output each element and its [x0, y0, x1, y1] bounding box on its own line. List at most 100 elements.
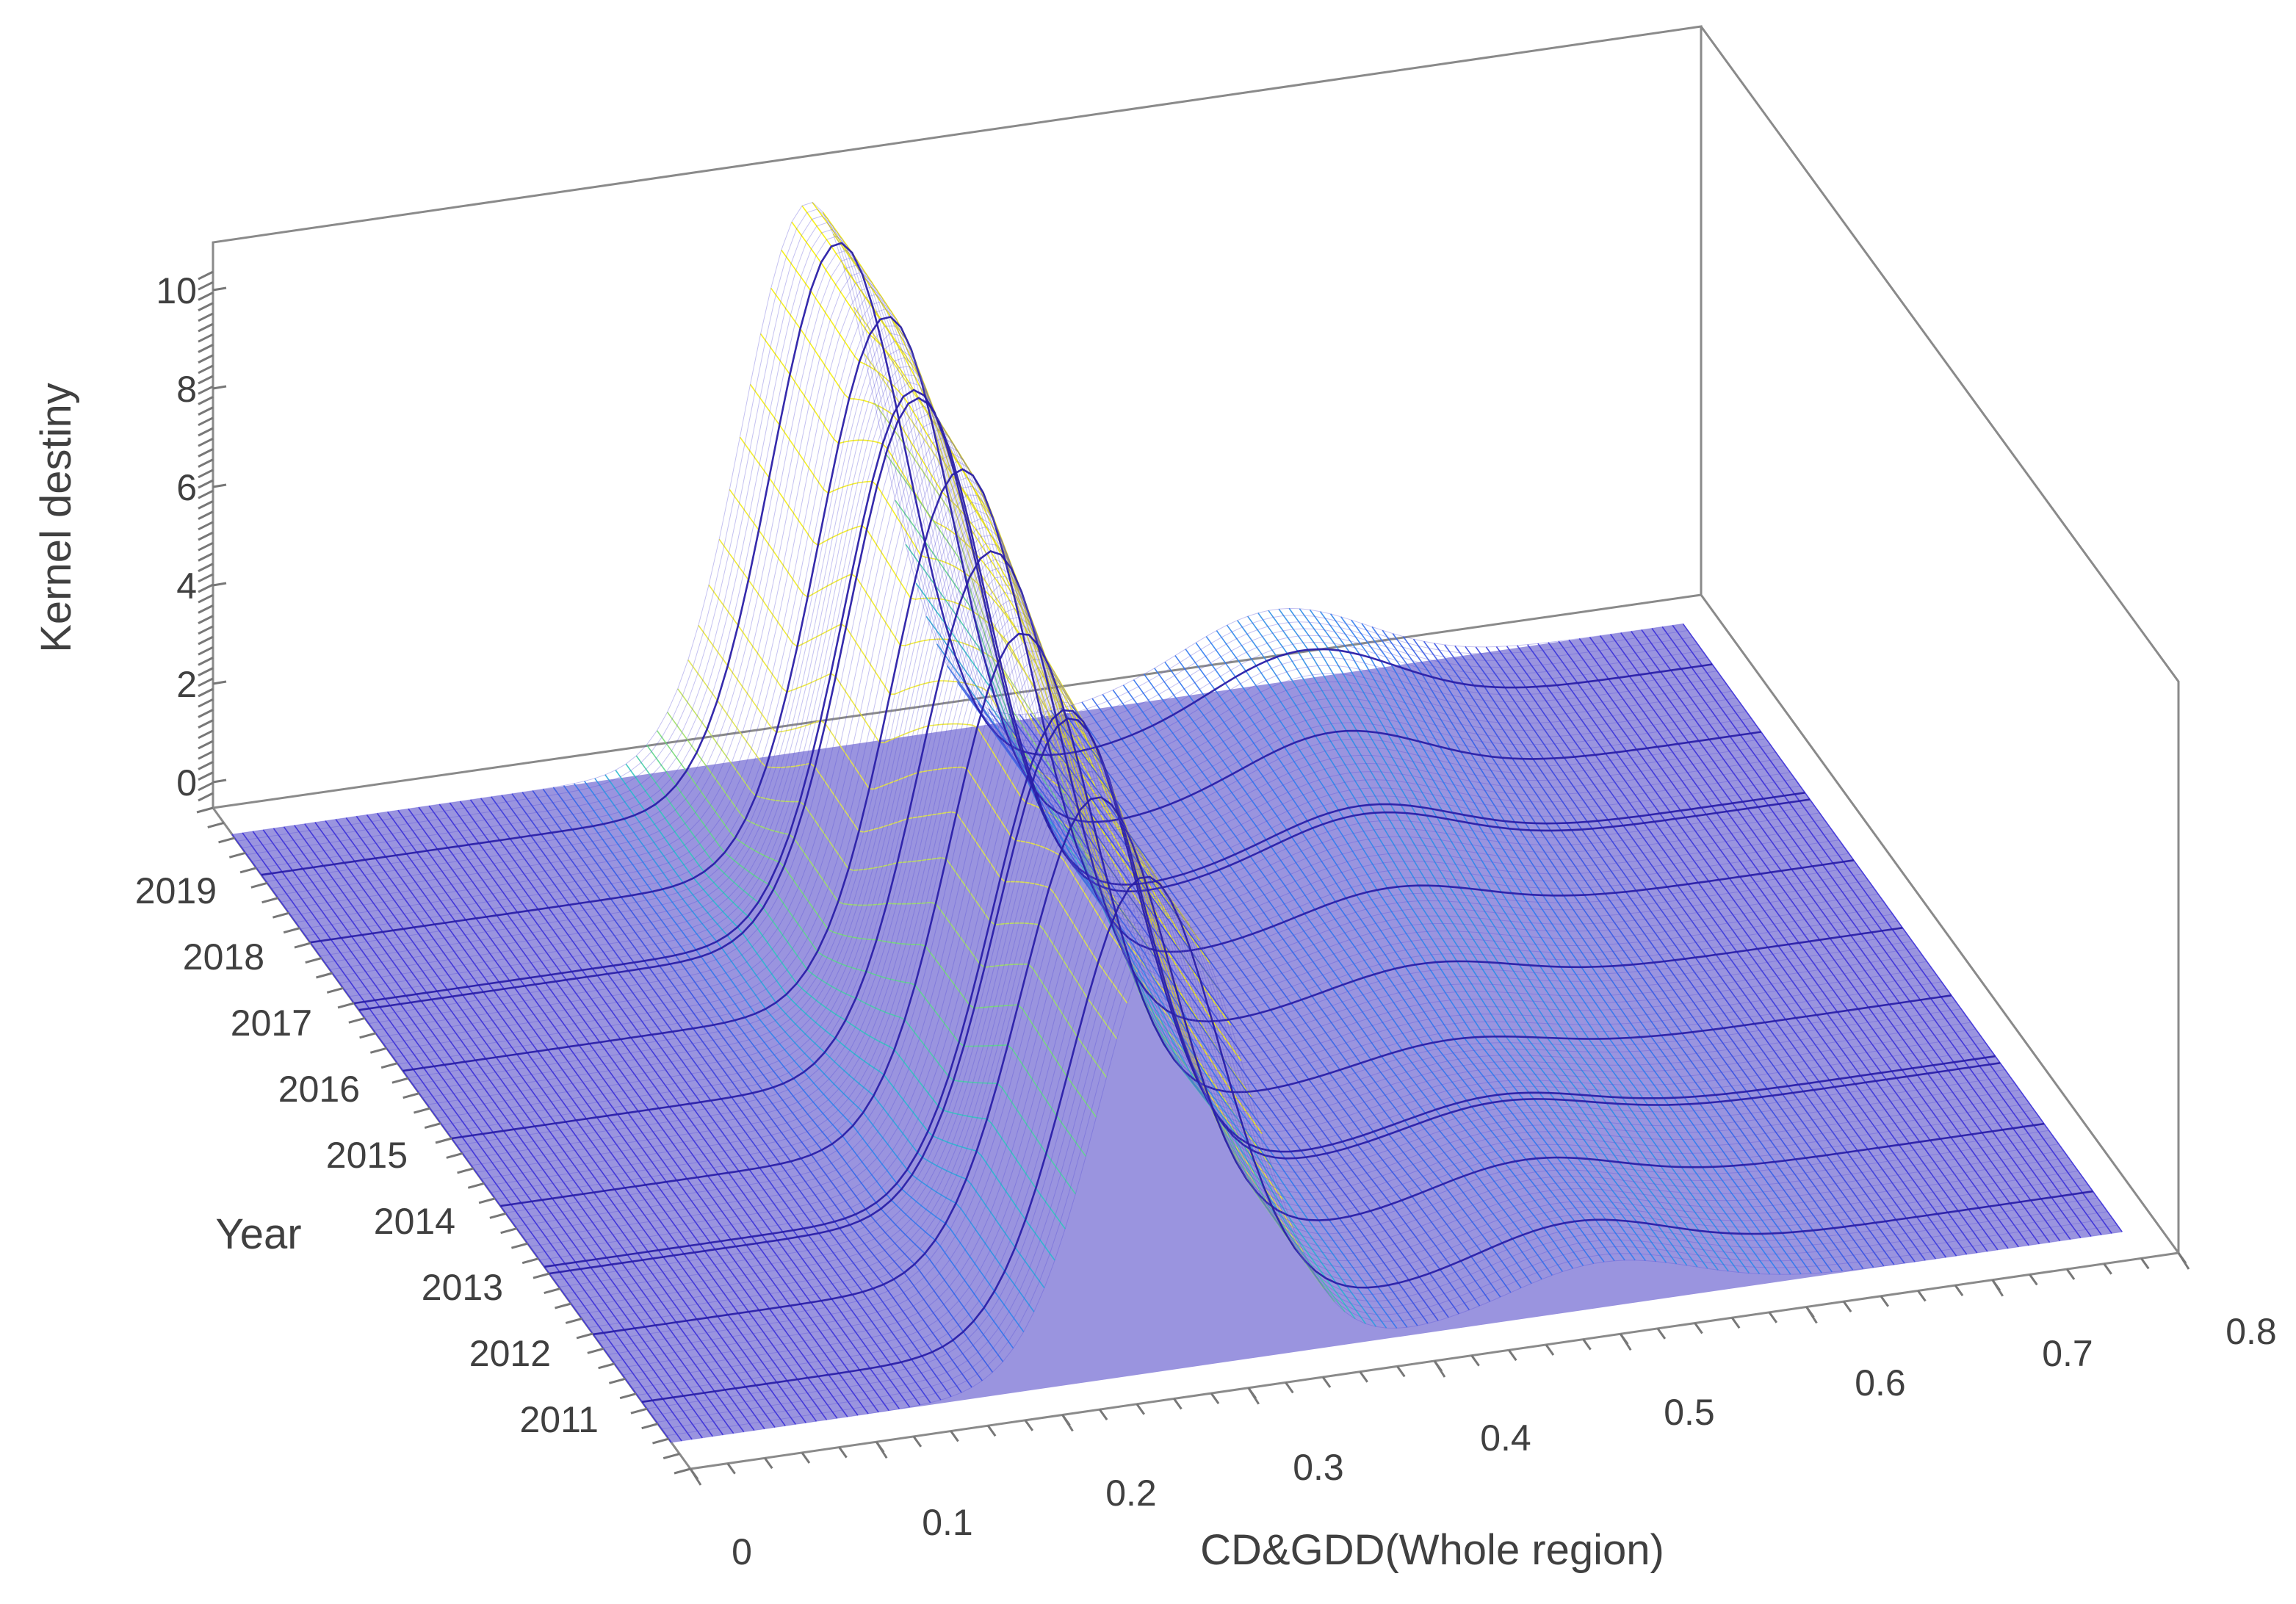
year-minor-tick [305, 957, 322, 964]
mesh-line [578, 770, 2030, 1315]
z-minor-tick [198, 729, 214, 740]
x-minor-tick [801, 1452, 811, 1464]
z-minor-tick [198, 531, 214, 541]
mesh-line [320, 333, 1772, 957]
year-curve [451, 550, 1903, 1140]
mesh-line [651, 890, 2103, 1416]
mesh-line [588, 787, 2040, 1329]
x-minor-tick [876, 1441, 885, 1453]
z-minor-tick [198, 677, 214, 687]
z-minor-tick [198, 510, 214, 520]
x-tick-label: 0.2 [1105, 1473, 1157, 1514]
x-tick-label: 0.6 [1855, 1362, 1906, 1404]
x-minor-tick [1098, 1409, 1108, 1421]
z-axis-ticks: 0 2 4 6 8 10 [156, 270, 227, 803]
y-axis-label: Year [215, 1210, 301, 1258]
mesh-line [598, 805, 2049, 1342]
z-axis-label: Kernel destiny [32, 383, 80, 653]
year-curve [500, 632, 1952, 1207]
year-minor-tick [555, 1302, 571, 1309]
z-tick-mark [212, 286, 227, 292]
year-minor-tick [380, 1062, 398, 1069]
year-minor-tick [348, 1016, 366, 1024]
z-minor-tick [198, 416, 214, 427]
year-minor-tick [565, 1318, 582, 1324]
x-tick-label: 0.4 [1480, 1417, 1531, 1459]
year-curve [353, 389, 1805, 1005]
z-minor-tick [198, 541, 214, 552]
year-curve [641, 875, 2093, 1404]
year-minor-tick [228, 851, 246, 859]
x-minor-tick [912, 1436, 923, 1448]
z-minor-tick [198, 396, 214, 405]
mesh-line [242, 215, 1693, 848]
z-minor-tick [198, 625, 214, 635]
z-minor-tick [198, 646, 214, 656]
year-tick-label: 2019 [135, 870, 217, 911]
year-minor-tick [402, 1092, 420, 1099]
x-minor-tick [1991, 1279, 2001, 1291]
z-minor-tick [198, 354, 214, 364]
year-minor-tick [218, 837, 235, 844]
z-minor-tick [198, 583, 214, 593]
mesh-line [671, 917, 2123, 1443]
year-curve [544, 709, 1996, 1268]
mesh-line [412, 485, 1864, 1085]
mesh-line [613, 828, 2064, 1362]
x-tick-label: 0 [732, 1531, 752, 1572]
z-tick-label: 0 [176, 762, 197, 803]
back-floor-edge [212, 593, 1702, 809]
z-minor-tick [198, 500, 214, 510]
year-minor-tick [283, 927, 300, 934]
x-axis-label: CD&GDD(Whole region) [1200, 1526, 1664, 1574]
mesh-line [466, 576, 1918, 1160]
year-minor-tick [369, 1047, 387, 1054]
year-curve [593, 796, 2045, 1336]
x-minor-tick [1582, 1338, 1592, 1351]
year-minor-tick [196, 806, 214, 814]
mesh-line [534, 693, 1986, 1254]
mesh-line [325, 340, 1776, 964]
mesh-line [583, 778, 2035, 1321]
x-minor-tick [2029, 1274, 2038, 1286]
year-tick-label: 2011 [519, 1399, 599, 1440]
z-minor-tick [198, 792, 214, 802]
z-minor-tick [198, 333, 214, 343]
year-axis-ticks: 2011 2012 2013 2014 2015 2016 2017 2018 2019 [135, 806, 691, 1475]
year-minor-tick [207, 822, 225, 828]
z-minor-tick [198, 448, 214, 458]
mesh-line [657, 897, 2108, 1423]
mesh-line [314, 325, 1766, 950]
x-minor-tick [1730, 1317, 1741, 1329]
z-minor-tick [198, 322, 214, 333]
year-minor-tick [391, 1077, 409, 1084]
mesh-line [364, 405, 1815, 1017]
year-minor-tick [608, 1377, 626, 1384]
year-curve [549, 718, 2001, 1275]
z-minor-tick [198, 750, 214, 760]
x-minor-tick [1210, 1392, 1220, 1404]
mesh-line [666, 910, 2118, 1437]
mesh-line [602, 813, 2054, 1348]
z-minor-tick [198, 740, 214, 750]
x-minor-tick [1173, 1398, 1183, 1410]
x-minor-tick [2065, 1268, 2076, 1280]
z-minor-tick [198, 427, 214, 437]
z-tick-label: 8 [176, 369, 197, 410]
z-minor-tick [198, 781, 214, 792]
x-tick-label: 0.1 [922, 1502, 973, 1543]
year-minor-tick [239, 867, 257, 874]
z-minor-tick [198, 573, 214, 583]
mesh-line [568, 753, 2020, 1301]
year-minor-tick [511, 1242, 528, 1249]
mesh-line [632, 860, 2084, 1389]
mesh-line [427, 510, 1879, 1105]
x-minor-tick [1024, 1419, 1034, 1431]
x-tick-label: 0.8 [2225, 1311, 2277, 1352]
year-tick-label: 2015 [326, 1135, 408, 1176]
mesh-line [237, 209, 1689, 842]
year-tick-label: 2017 [231, 1003, 312, 1044]
year-minor-tick [294, 942, 311, 949]
x-minor-tick [1842, 1301, 1852, 1313]
z-tick-mark [212, 680, 227, 685]
